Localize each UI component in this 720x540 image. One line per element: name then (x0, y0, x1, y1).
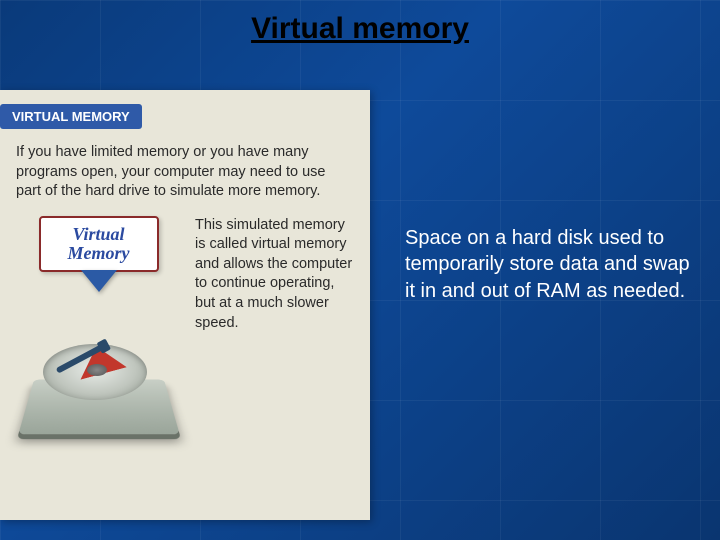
scan-panel: VIRTUAL MEMORY If you have limited memor… (0, 90, 370, 520)
slide-title: Virtual memory (0, 12, 720, 46)
vm-sign-line2: Memory (68, 243, 130, 263)
intro-text: If you have limited memory or you have m… (16, 143, 354, 202)
definition-text: Space on a hard disk used to temporarily… (405, 225, 695, 304)
caption-text: This simulated memory is called virtual … (195, 216, 354, 333)
section-badge: VIRTUAL MEMORY (0, 104, 142, 129)
hard-drive-icon (19, 300, 179, 450)
illustration: Virtual Memory (16, 216, 181, 450)
vm-sign: Virtual Memory (39, 216, 159, 272)
vm-sign-line1: Virtual (72, 224, 124, 244)
illustration-row: Virtual Memory This simulated memory is … (16, 216, 354, 450)
arrow-down-icon (81, 270, 117, 292)
